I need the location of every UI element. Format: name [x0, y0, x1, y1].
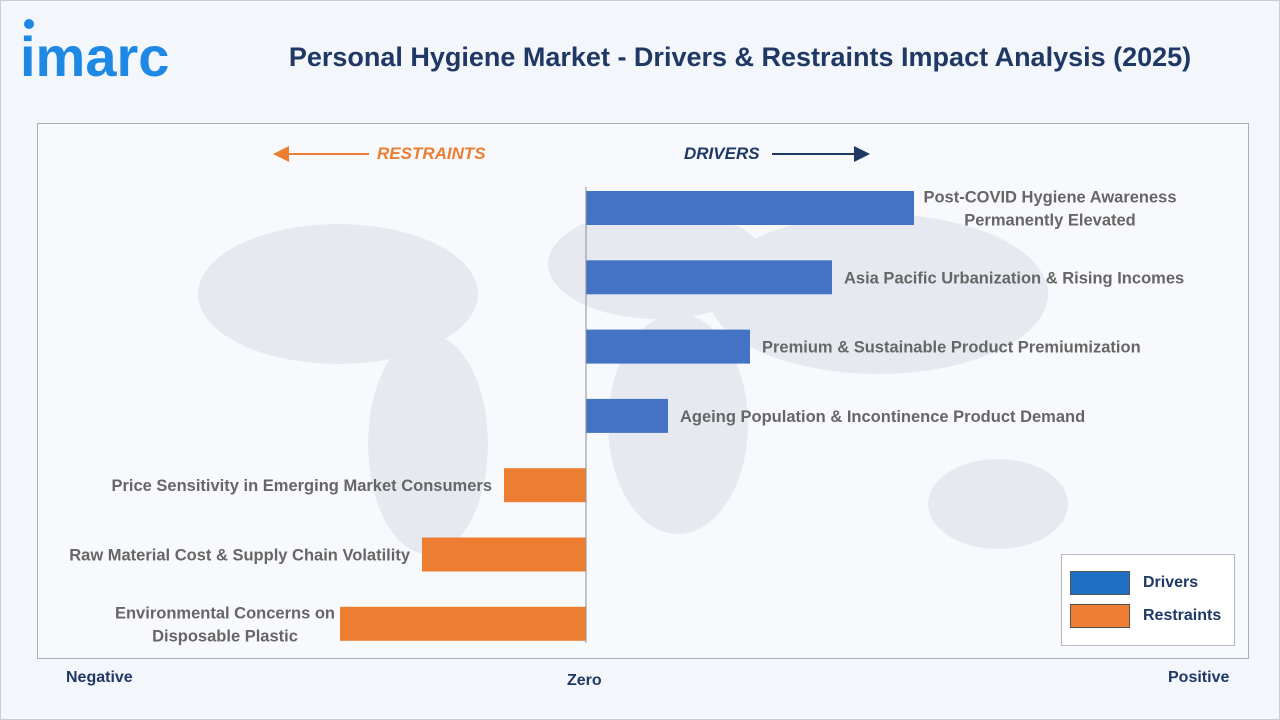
plot-area: Post-COVID Hygiene Awareness Permanently …: [37, 123, 1249, 659]
legend-swatch-drivers: [1070, 571, 1130, 595]
category-label-6: Raw Material Cost & Supply Chain Volatil…: [69, 547, 411, 565]
category-label-3: Premium & Sustainable Product Premiumiza…: [762, 339, 1141, 357]
bar-restraints-7: [340, 606, 586, 641]
bar-drivers-4: [586, 398, 668, 433]
svg-text:imarc: imarc: [20, 25, 169, 88]
bar-restraints-5: [504, 468, 586, 503]
bar-drivers-1: [586, 191, 914, 225]
category-label-5: Price Sensitivity in Emerging Market Con…: [111, 477, 492, 495]
axis-positive-label: Positive: [1168, 669, 1230, 686]
legend-label-restraints: Restraints: [1143, 607, 1222, 624]
legend-item-drivers: Drivers: [1070, 571, 1198, 595]
drivers-direction-label: DRIVERS: [684, 144, 760, 163]
bar-restraints-6: [422, 537, 586, 572]
category-label-7: Environmental Concerns on Disposable Plas…: [115, 604, 335, 645]
axis-zero-label: Zero: [567, 672, 602, 689]
axis-negative-label: Negative: [66, 669, 133, 686]
category-label-2: Asia Pacific Urbanization & Rising Incom…: [844, 269, 1184, 287]
category-label-4: Ageing Population & Incontinence Product…: [680, 408, 1085, 426]
category-label-1: Post-COVID Hygiene Awareness Permanently …: [923, 189, 1176, 230]
bar-drivers-2: [586, 260, 832, 295]
chart-title: Personal Hygiene Market - Drivers & Rest…: [288, 42, 1192, 72]
restraints-direction-label: RESTRAINTS: [377, 144, 486, 163]
legend: Drivers Restraints: [1061, 554, 1235, 646]
legend-item-restraints: Restraints: [1070, 604, 1221, 628]
bar-chart: Post-COVID Hygiene Awareness Permanently …: [69, 187, 1184, 645]
world-map-watermark: [198, 209, 1068, 554]
bar-drivers-3: [586, 329, 750, 364]
legend-swatch-restraints: [1070, 604, 1130, 628]
imarc-logo: imarc: [20, 19, 169, 88]
legend-label-drivers: Drivers: [1143, 574, 1199, 591]
